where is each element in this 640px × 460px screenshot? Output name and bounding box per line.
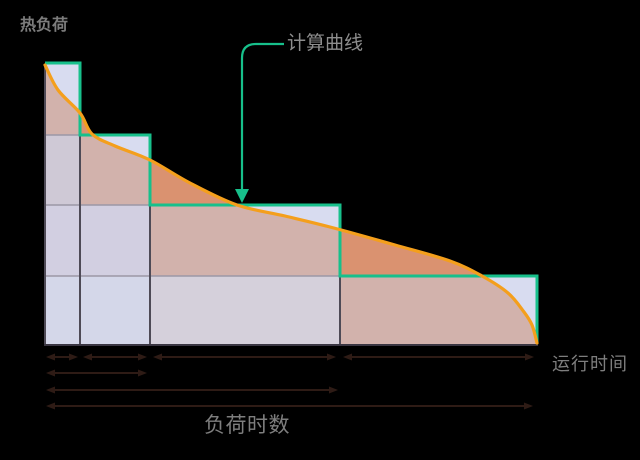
band-cell [45,276,80,345]
duration-arrow [46,402,533,410]
duration-arrow [83,353,147,361]
y-axis-label: 热负荷 [20,15,69,34]
curve-annotation-label: 计算曲线 [287,32,364,54]
load-curve [43,63,539,345]
x-axis-label: 运行时间 [552,354,628,375]
duration-axis-label: 负荷时数 [204,413,290,437]
band-cell [80,205,150,276]
annotation-arrowhead-icon [235,189,249,203]
band-cell [45,205,80,276]
band-cell [80,276,150,345]
band-cell [150,276,340,345]
duration-arrow [46,353,78,361]
duration-arrow [153,353,336,361]
step-outline [45,61,539,343]
step-undercurve-fill [340,276,537,345]
duration-arrow [343,353,534,361]
duration-arrow [46,386,338,394]
band-cell [45,135,80,205]
annotation-leader-line [240,42,284,189]
duration-arrow [46,369,147,377]
